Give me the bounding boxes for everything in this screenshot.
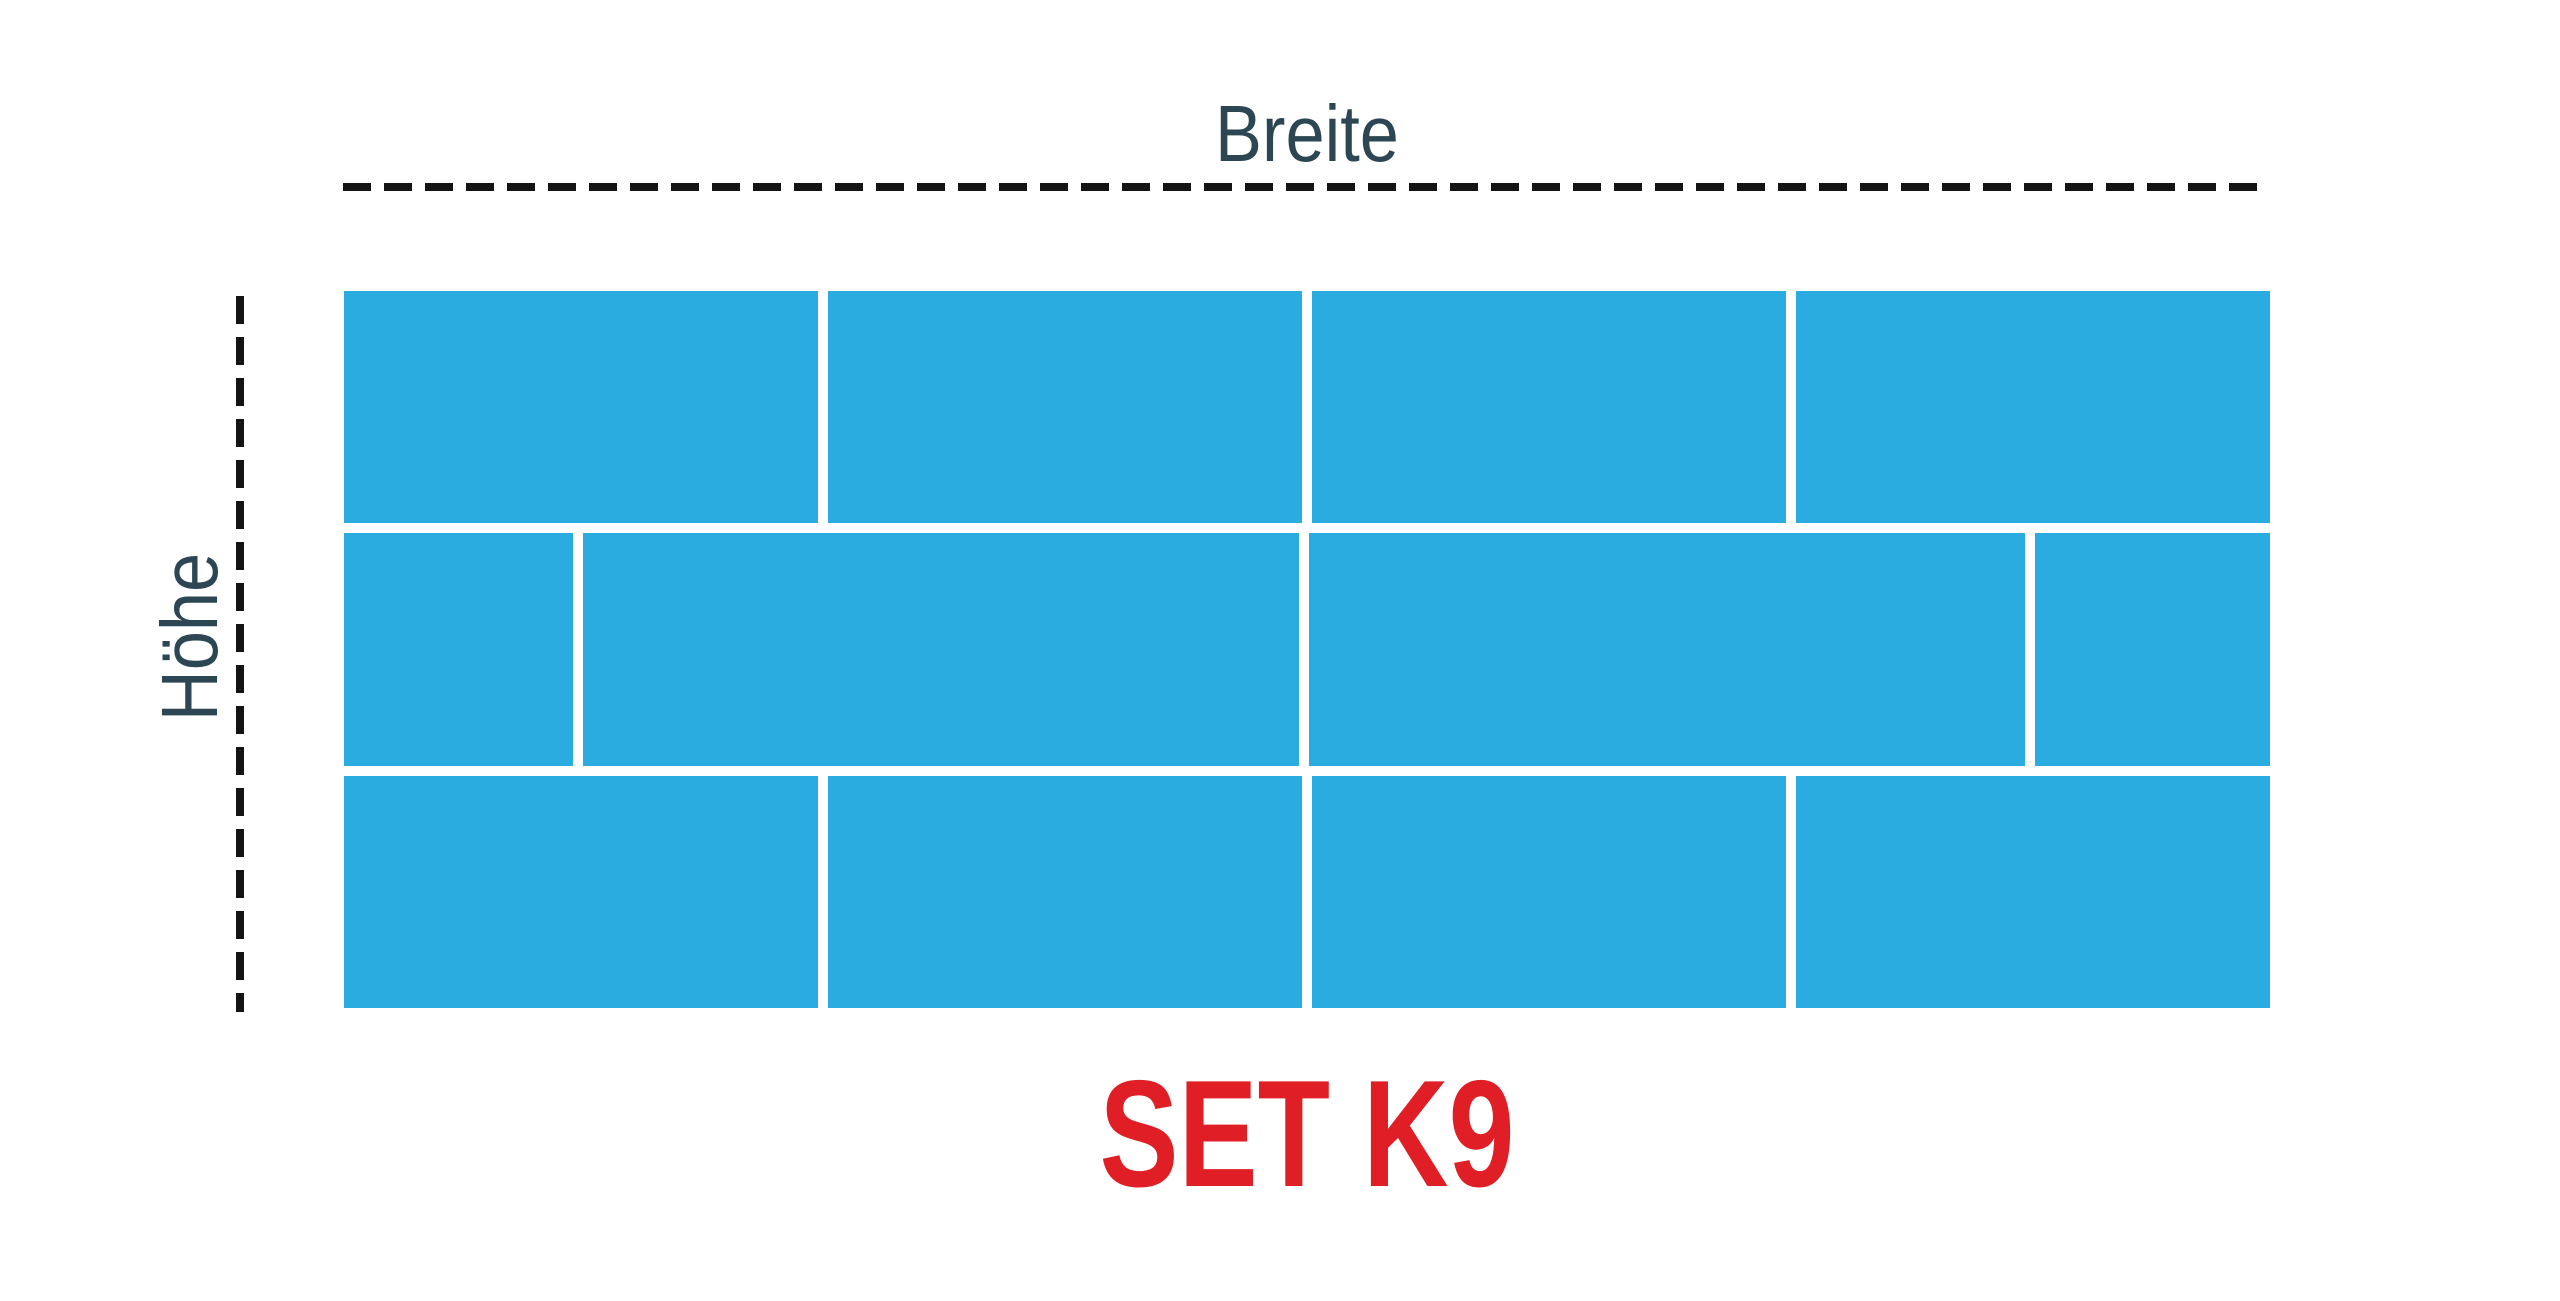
brick-tile xyxy=(344,775,818,1008)
brick-tile xyxy=(828,775,1302,1008)
brick-row xyxy=(344,291,2270,524)
brick-tile xyxy=(1309,533,2025,766)
brick-tile xyxy=(344,533,573,766)
brick-tile xyxy=(2035,533,2270,766)
brick-tile xyxy=(1796,291,2270,524)
brick-row xyxy=(344,533,2270,766)
height-dimension-label: Höhe xyxy=(145,552,234,722)
width-dimension-label: Breite xyxy=(1215,89,1399,178)
width-dimension-dashed-line xyxy=(343,183,2269,191)
brick-tile xyxy=(1312,775,1786,1008)
brick-tile xyxy=(828,291,1302,524)
brick-tile xyxy=(344,291,818,524)
brick-tile xyxy=(1796,775,2270,1008)
brick-tile xyxy=(583,533,1299,766)
height-dimension-dashed-line xyxy=(236,296,244,1012)
brick-tile xyxy=(1312,291,1786,524)
brick-pattern xyxy=(344,291,2270,1008)
set-name-label: SET K9 xyxy=(1099,1049,1515,1219)
brick-row xyxy=(344,775,2270,1008)
